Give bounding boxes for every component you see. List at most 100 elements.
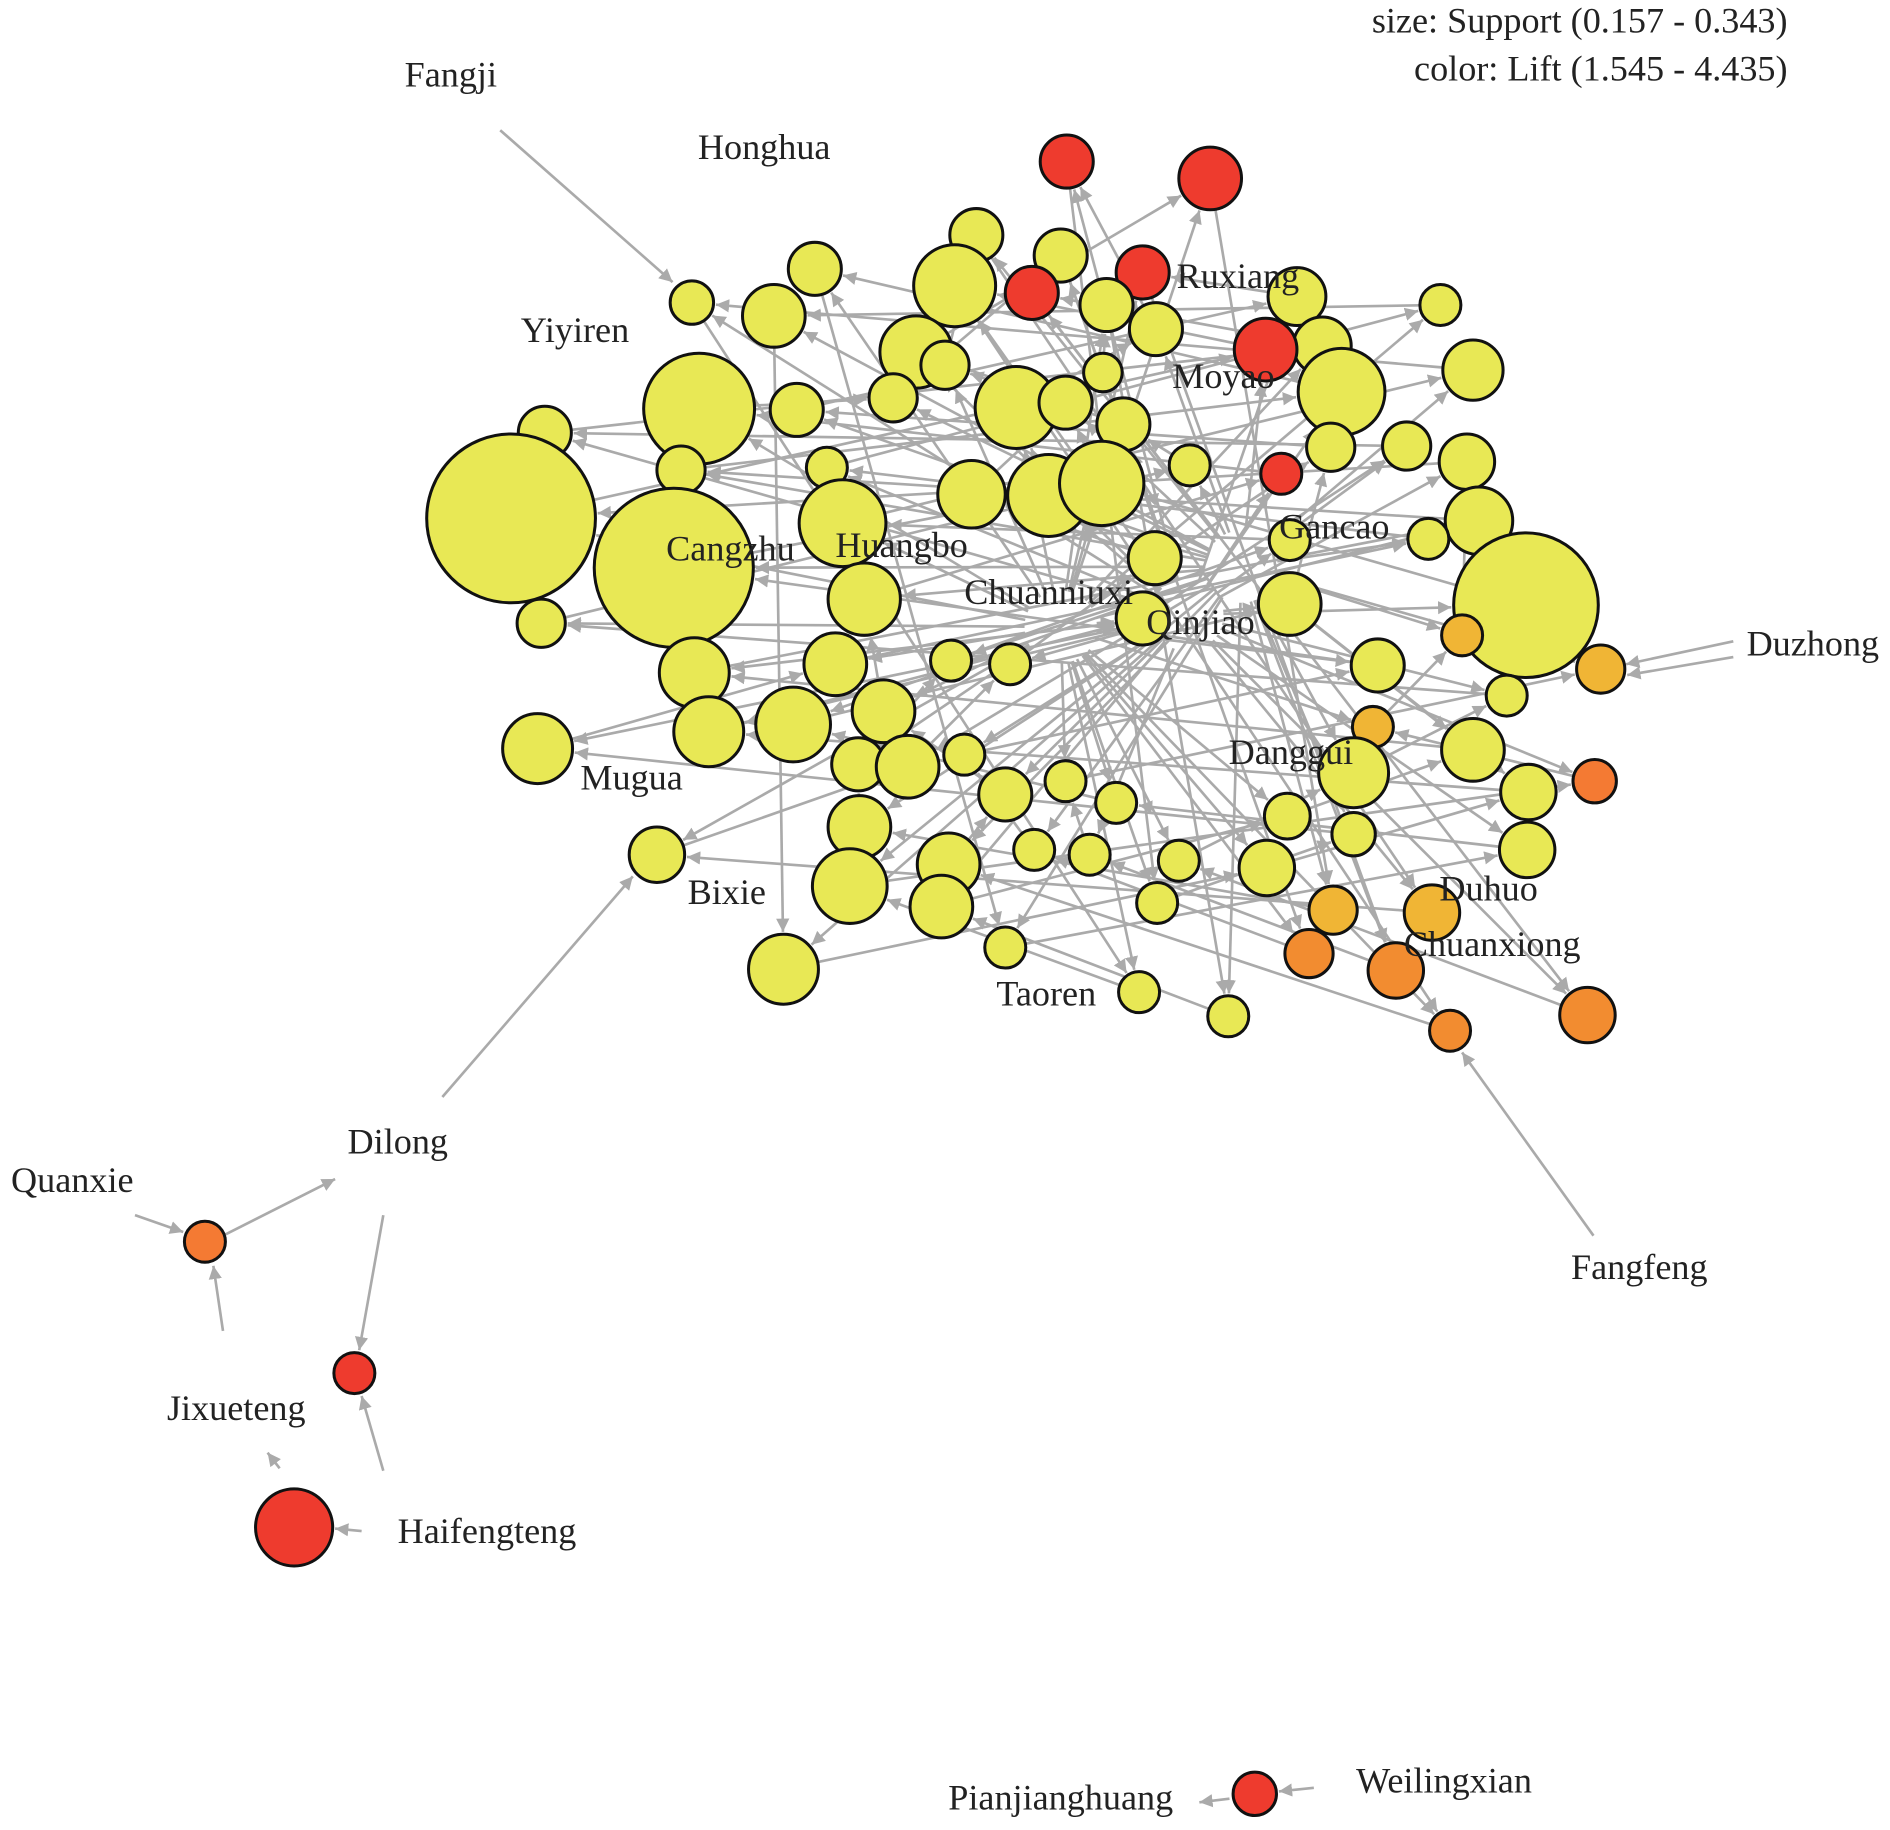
edge — [266, 1451, 281, 1470]
node-label: Quanxie — [11, 1160, 133, 1200]
node — [1259, 451, 1304, 496]
edge — [134, 1213, 184, 1234]
nodes — [182, 133, 1627, 1818]
node — [1262, 791, 1312, 841]
legend-color: color: Lift (1.545 - 4.435) — [1414, 49, 1788, 89]
node — [1437, 432, 1497, 491]
edge — [971, 819, 1264, 900]
node — [332, 1351, 377, 1396]
node — [1067, 832, 1112, 877]
node-label: Gancao — [1279, 507, 1389, 547]
node — [1177, 145, 1244, 212]
edge — [1278, 1783, 1314, 1797]
node — [1305, 421, 1357, 473]
edge — [830, 291, 1042, 598]
node — [1135, 880, 1180, 925]
node — [254, 1487, 335, 1568]
node — [768, 381, 825, 438]
edge — [1222, 602, 1242, 994]
edge — [772, 347, 790, 932]
edge — [1211, 639, 1568, 995]
node — [1418, 282, 1463, 328]
node — [1283, 927, 1335, 980]
node-label: Fangfeng — [1571, 1247, 1708, 1287]
node — [754, 685, 832, 764]
node-label: Honghua — [698, 127, 831, 167]
node-label: Qinjiao — [1146, 602, 1254, 642]
node — [1082, 351, 1124, 394]
node — [1441, 338, 1505, 402]
node — [1003, 264, 1060, 321]
node — [668, 279, 716, 326]
edge — [499, 129, 674, 284]
node — [747, 932, 820, 1006]
node — [182, 1219, 227, 1264]
edge — [1083, 653, 1249, 846]
node — [1267, 518, 1312, 563]
edge — [208, 1265, 225, 1332]
node — [1206, 994, 1251, 1039]
edge — [1029, 447, 1042, 463]
node — [1497, 820, 1557, 880]
node — [977, 766, 1034, 823]
node — [1232, 316, 1299, 383]
node-label: Duhuo — [1439, 868, 1537, 908]
node-label: Duzhong — [1747, 624, 1880, 664]
node-label: Dilong — [348, 1122, 448, 1162]
edge — [1215, 552, 1273, 595]
node — [1078, 276, 1135, 334]
edge — [847, 475, 1155, 603]
node-label: Jixueteng — [167, 1388, 306, 1428]
node — [1402, 883, 1462, 942]
node — [515, 597, 567, 649]
node — [786, 240, 843, 297]
node — [1114, 590, 1171, 647]
edge — [1097, 333, 1111, 354]
node — [797, 478, 888, 569]
node — [1452, 531, 1600, 680]
node — [1038, 133, 1095, 190]
edge — [1071, 660, 1152, 882]
node — [802, 631, 869, 698]
node — [1440, 716, 1506, 783]
node — [1266, 266, 1328, 328]
labels: Fangji Honghua Yiyiren Ruxiang Moyao Gancao Ca… — [11, 55, 1879, 1818]
node — [1349, 637, 1406, 694]
node-label: Bixie — [688, 872, 766, 912]
edge — [1386, 650, 1448, 714]
node-label: Mugua — [580, 757, 682, 797]
node — [1296, 346, 1387, 437]
node — [1571, 757, 1618, 805]
node — [1366, 941, 1426, 1000]
node-label: Pianjianghuang — [948, 1777, 1173, 1817]
node — [919, 339, 971, 391]
node — [1126, 530, 1183, 587]
node — [810, 847, 889, 925]
edge — [1461, 1051, 1595, 1237]
edge — [222, 1177, 336, 1237]
node — [1117, 970, 1162, 1015]
node-label: Huangbo — [835, 525, 968, 565]
edge — [702, 320, 1128, 974]
node — [1167, 443, 1212, 488]
edge — [1199, 1794, 1230, 1808]
node — [1032, 227, 1089, 284]
node-label: Fangji — [405, 55, 497, 95]
node-label: Moyao — [1172, 356, 1274, 396]
node-label: Chuanniuxi — [964, 572, 1133, 612]
edge — [1025, 851, 1498, 946]
node — [850, 678, 917, 745]
edge — [1096, 616, 1115, 630]
edge — [358, 1395, 385, 1472]
node — [1558, 985, 1617, 1045]
node-label: Chuanxiong — [1404, 924, 1581, 964]
node — [874, 733, 941, 800]
node — [988, 642, 1033, 687]
node — [908, 873, 975, 940]
edge — [1198, 485, 1227, 536]
edge — [1024, 639, 1163, 776]
node — [425, 432, 597, 605]
node — [1381, 420, 1433, 472]
